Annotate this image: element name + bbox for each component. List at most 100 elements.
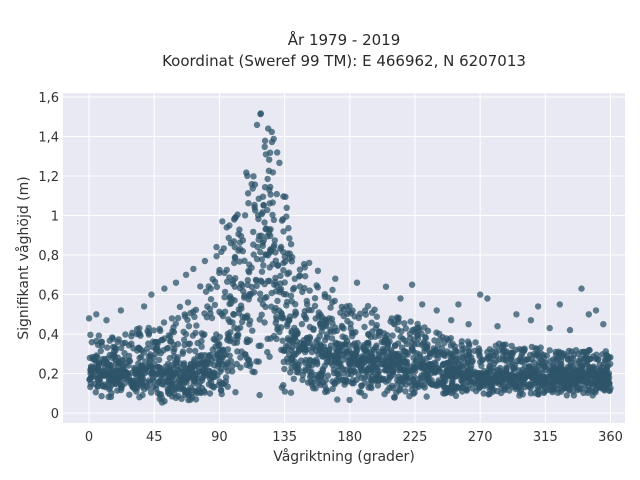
scatter-point	[330, 328, 338, 335]
scatter-point	[234, 348, 241, 355]
scatter-point	[243, 169, 250, 176]
scatter-point	[283, 204, 290, 211]
y-tick-label: 0,4	[38, 328, 59, 343]
scatter-point	[197, 353, 204, 360]
scatter-point	[506, 376, 513, 383]
scatter-point	[167, 338, 174, 345]
scatter-point	[382, 362, 389, 370]
scatter-point	[239, 248, 246, 255]
scatter-point	[504, 382, 511, 390]
scatter-point	[232, 389, 239, 396]
scatter-point	[380, 348, 387, 355]
scatter-point	[288, 298, 295, 305]
y-tick-label: 1,2	[38, 170, 59, 185]
scatter-point	[264, 175, 271, 183]
scatter-point	[452, 392, 460, 400]
scatter-point	[267, 246, 274, 253]
scatter-point	[374, 382, 382, 389]
scatter-point	[370, 376, 377, 383]
scatter-point	[186, 340, 193, 347]
scatter-point	[325, 353, 332, 360]
scatter-point	[400, 347, 408, 355]
scatter-point	[259, 239, 266, 246]
scatter-point	[204, 303, 211, 310]
scatter-point	[162, 363, 170, 370]
scatter-point	[516, 392, 523, 399]
scatter-point	[421, 344, 428, 352]
scatter-point	[249, 327, 256, 334]
scatter-point	[361, 323, 368, 331]
outlier-point	[213, 243, 220, 251]
scatter-point	[301, 367, 308, 375]
scatter-point	[602, 379, 610, 387]
scatter-point	[411, 360, 418, 368]
scatter-point	[274, 297, 281, 305]
scatter-point	[236, 226, 243, 233]
outlier-point	[494, 323, 501, 330]
scatter-point	[258, 311, 265, 318]
scatter-point	[168, 315, 176, 322]
scatter-point	[414, 381, 421, 388]
scatter-point	[108, 389, 115, 397]
outlier-point	[566, 326, 574, 334]
scatter-point	[535, 380, 543, 387]
scatter-point	[393, 389, 400, 396]
scatter-point	[106, 363, 114, 370]
scatter-point	[307, 357, 314, 364]
scatter-point	[475, 379, 482, 386]
scatter-point	[196, 388, 204, 396]
scatter-point	[381, 390, 388, 398]
scatter-point	[286, 235, 293, 242]
scatter-point	[394, 326, 401, 333]
scatter-point	[213, 283, 221, 291]
scatter-point	[104, 344, 111, 351]
scatter-point	[291, 332, 298, 340]
scatter-point	[422, 334, 429, 342]
scatter-point	[369, 365, 376, 373]
scatter-point	[226, 352, 233, 359]
scatter-point	[606, 387, 613, 394]
scatter-point	[334, 358, 341, 365]
scatter-point	[375, 355, 382, 362]
scatter-point	[267, 183, 274, 191]
scatter-point	[182, 313, 189, 320]
scatter-point	[184, 299, 192, 306]
scatter-point	[293, 368, 300, 376]
scatter-point	[263, 293, 270, 301]
scatter-point	[280, 290, 288, 298]
x-tick-label: 360	[598, 430, 623, 445]
scatter-point	[361, 392, 368, 400]
scatter-point	[449, 380, 456, 387]
outlier-points	[85, 218, 607, 334]
scatter-point	[388, 315, 395, 322]
scatter-point	[98, 338, 106, 346]
y-tick-label: 1,4	[38, 130, 59, 145]
scatter-point	[361, 353, 368, 361]
scatter-point	[166, 354, 173, 362]
scatter-point	[276, 159, 283, 166]
scatter-point	[259, 300, 267, 308]
outlier-point	[534, 303, 542, 310]
outlier-point	[455, 301, 462, 308]
scatter-point	[226, 293, 234, 300]
scatter-point	[406, 363, 413, 370]
scatter-point	[589, 392, 596, 399]
scatter-point	[354, 339, 361, 347]
scatter-point	[530, 359, 538, 366]
scatter-point	[232, 214, 239, 221]
scatter-point	[546, 358, 554, 365]
scatter-point	[446, 359, 453, 367]
scatter-point	[279, 315, 286, 322]
outlier-point	[448, 317, 455, 324]
scatter-point	[306, 287, 313, 294]
scatter-point	[187, 396, 194, 403]
scatter-point	[554, 377, 561, 385]
scatter-point	[329, 385, 336, 393]
scatter-point	[114, 377, 121, 384]
scatter-point	[537, 349, 544, 357]
scatter-point	[402, 337, 409, 344]
scatter-point	[317, 323, 324, 330]
scatter-point	[223, 266, 230, 274]
scatter-point	[496, 376, 504, 383]
scatter-point	[296, 283, 304, 290]
